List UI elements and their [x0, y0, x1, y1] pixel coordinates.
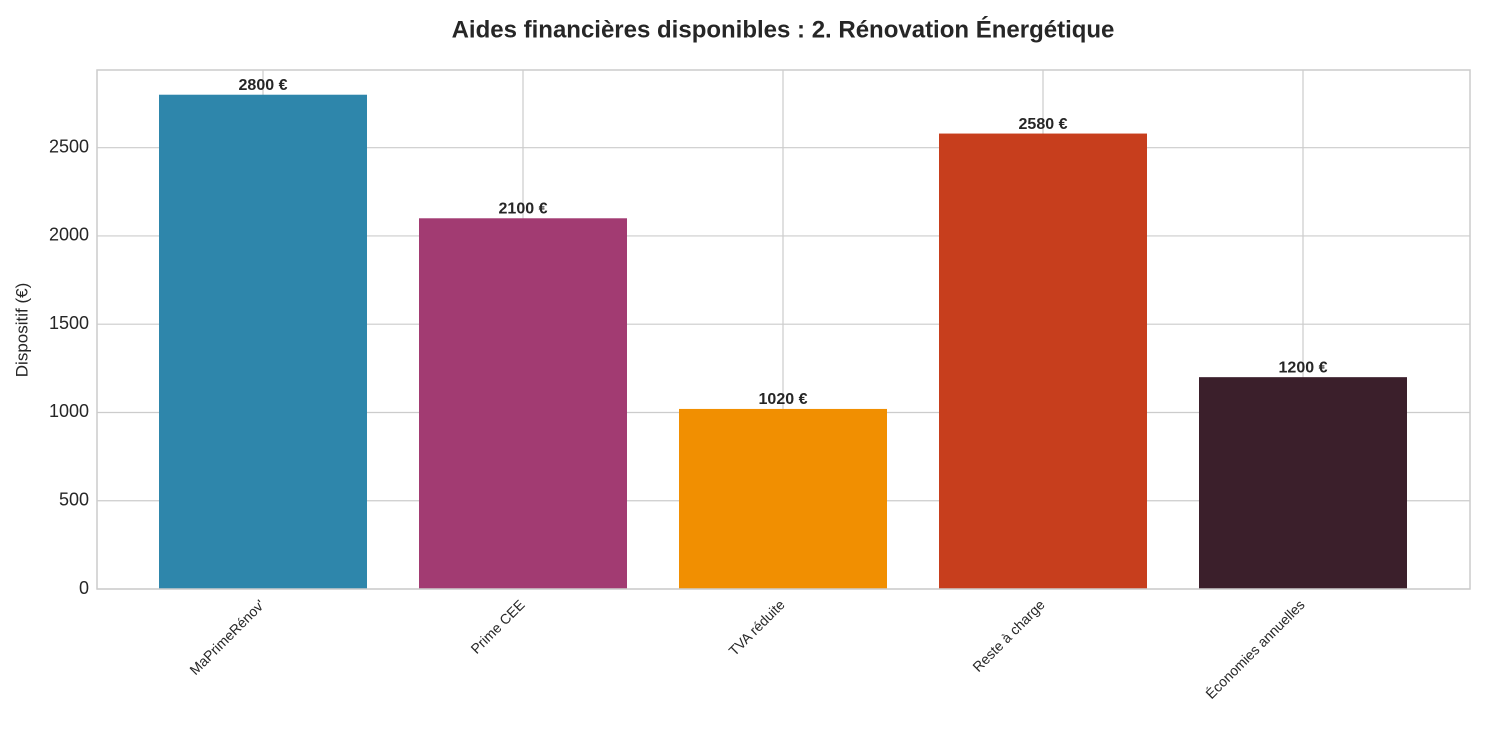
y-tick-label: 0 — [79, 578, 89, 598]
y-tick-label: 500 — [59, 489, 89, 509]
plot-frame — [96, 69, 1471, 590]
y-tick-label: 1500 — [49, 313, 89, 333]
chart-title: Aides financières disponibles : 2. Rénov… — [452, 15, 1115, 43]
value-label: 2800 € — [239, 77, 288, 94]
value-label: 2100 € — [499, 201, 548, 218]
bar — [679, 408, 887, 589]
value-label: 2580 € — [1019, 116, 1068, 133]
bar — [419, 218, 627, 590]
value-label: 1200 € — [1279, 359, 1328, 376]
y-tick-label: 1000 — [49, 401, 89, 421]
bar — [159, 94, 367, 589]
y-axis-label: Dispositif (€) — [12, 283, 31, 377]
y-tick-label: 2000 — [49, 225, 89, 245]
value-label: 1020 € — [759, 391, 808, 408]
bar — [1199, 377, 1407, 589]
y-tick-label: 2500 — [49, 136, 89, 156]
bar — [939, 133, 1147, 589]
